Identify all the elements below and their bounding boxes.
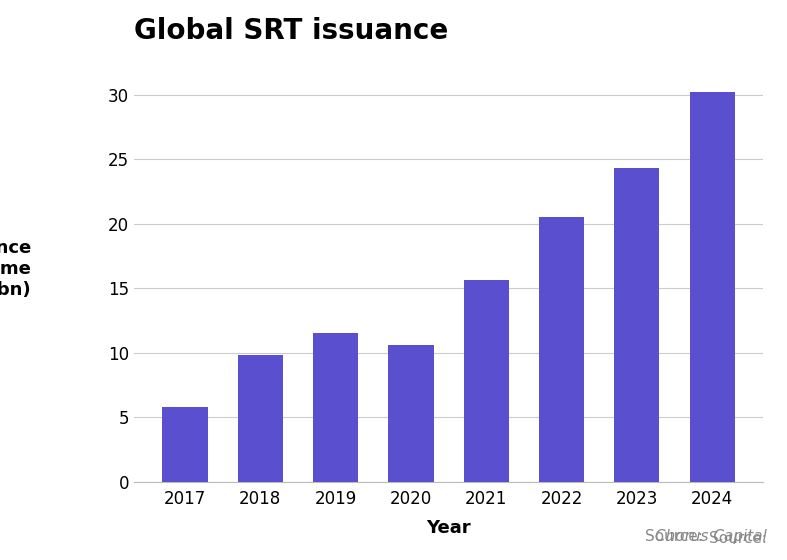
Y-axis label: Issuance
volume
($bn): Issuance volume ($bn)	[0, 239, 31, 298]
Bar	[238, 355, 283, 482]
Text: Source:: Source:	[708, 531, 771, 546]
Bar	[313, 333, 358, 482]
Text: Source:: Source:	[645, 529, 708, 544]
Bar	[689, 92, 735, 482]
Bar	[464, 281, 509, 482]
Bar	[162, 407, 208, 482]
Bar	[615, 168, 660, 482]
Bar	[388, 345, 434, 482]
X-axis label: Year: Year	[427, 519, 471, 537]
Text: Global SRT issuance: Global SRT issuance	[134, 17, 448, 45]
Bar	[539, 217, 584, 482]
Text: Chorus Capital: Chorus Capital	[656, 529, 767, 544]
